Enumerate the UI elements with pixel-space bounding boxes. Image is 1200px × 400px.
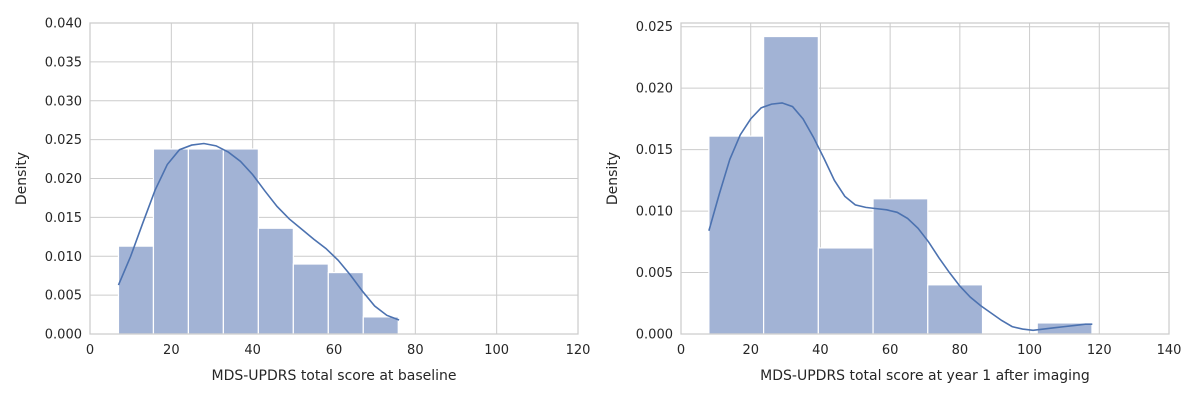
plot-frame [680,22,1170,335]
x-axis-label: MDS-UPDRS total score at baseline [211,368,456,384]
x-tick-label: 0 [86,343,94,358]
y-tick-label: 0.005 [636,266,673,281]
x-tick-label: 120 [566,343,591,358]
y-tick-label: 0.020 [45,172,82,187]
y-tick-label: 0.015 [636,143,673,158]
x-tick-label: 80 [952,343,969,358]
histogram-bar [222,148,259,335]
histogram-bar [152,148,190,335]
y-tick-label: 0.030 [45,94,82,109]
y-axis-label: Density [14,152,30,205]
histogram-bar [817,247,874,335]
y-tick-label: 0.035 [45,55,82,70]
histogram-bar [362,316,399,335]
histogram-bar [292,263,329,335]
y-tick-label: 0.000 [45,328,82,343]
x-tick-label: 80 [407,343,424,358]
x-tick-label: 60 [882,343,899,358]
y-tick-label: 0.040 [45,17,82,32]
y-tick-label: 0.015 [45,211,82,226]
histogram-bar [927,284,984,335]
histogram-bar [327,271,364,335]
x-tick-label: 40 [244,343,261,358]
x-axis-label: MDS-UPDRS total score at year 1 after im… [760,368,1090,384]
x-tick-label: 60 [326,343,343,358]
y-axis-label: Density [605,152,621,205]
y-tick-label: 0.010 [45,250,82,265]
baseline-histogram-panel: 0 20 40 60 80 100 120 0.000 0.005 0.010 0.015 0.020… [14,17,590,385]
histogram-bar [187,148,224,335]
x-tick-label: 120 [1087,343,1112,358]
x-tick-label: 20 [742,343,759,358]
y-tick-label: 0.000 [636,328,673,343]
histogram-bar [763,35,819,335]
x-tick-label: 100 [484,343,509,358]
y-tick-label: 0.020 [636,82,673,97]
y-tick-label: 0.005 [45,289,82,304]
kde-line [708,102,1093,332]
histogram-bar [708,135,765,335]
histogram-bar [257,227,294,335]
x-tick-label: 20 [163,343,180,358]
year1-histogram-panel: 0 20 40 60 80 100 120 140 0.000 0.005 0.010 0.015 0.… [605,20,1181,384]
kde-line [117,142,400,321]
histogram-bar [117,245,155,335]
x-tick-label: 100 [1017,343,1042,358]
x-tick-label: 0 [677,343,685,358]
y-tick-label: 0.025 [636,20,673,35]
histogram-bar [872,198,929,335]
x-tick-label: 140 [1157,343,1182,358]
x-tick-label: 40 [812,343,829,358]
y-tick-label: 0.010 [636,205,673,220]
y-tick-label: 0.025 [45,133,82,148]
plot-frame [89,22,579,335]
